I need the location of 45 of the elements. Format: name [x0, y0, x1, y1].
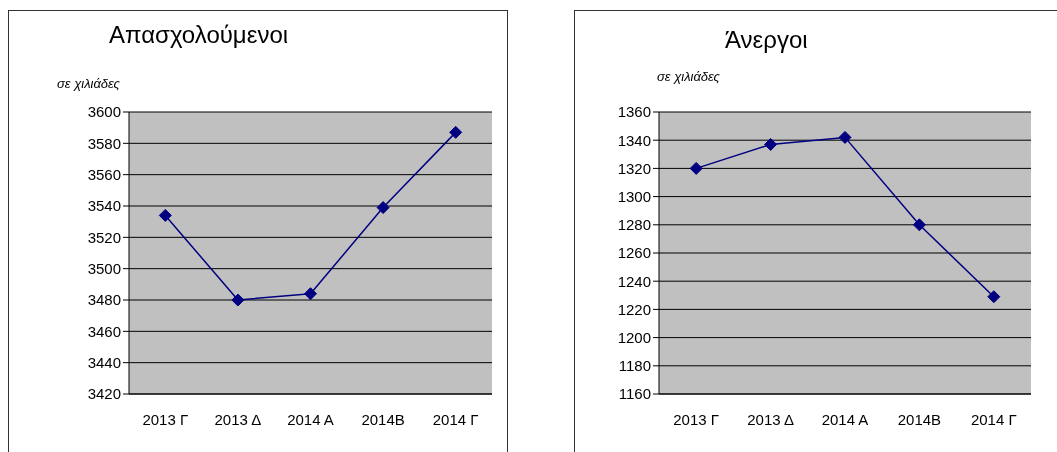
x-tick-label: 2013 Δ	[214, 410, 262, 428]
y-tick-label: 3480	[87, 291, 121, 309]
y-tick-label: 3420	[87, 385, 121, 403]
x-tick-label: 2013 Δ	[747, 410, 794, 428]
x-tick-label: 2014 Α	[287, 410, 334, 428]
y-tick-label: 3560	[87, 165, 121, 183]
y-tick-label: 1280	[617, 216, 651, 234]
y-axis-title: σε χιλιάδες	[57, 76, 120, 91]
x-tick-label: 2014 Γ	[432, 410, 479, 428]
y-tick-label: 1200	[617, 328, 651, 346]
y-axis-title: σε χιλιάδες	[657, 69, 720, 84]
y-tick-label: 3540	[87, 197, 121, 215]
point	[764, 137, 778, 151]
point	[158, 208, 172, 222]
point	[689, 161, 703, 175]
y-tick-label: 1160	[618, 385, 651, 403]
x-tick-label: 2014Β	[361, 410, 405, 428]
y-tick-label: 1180	[618, 357, 651, 375]
y-tick-label: 1360	[617, 103, 651, 121]
y-tick-label: 3460	[87, 322, 121, 340]
chart-title: Άνεργοι	[725, 26, 808, 54]
point	[231, 293, 245, 307]
y-tick-label: 3440	[87, 353, 121, 371]
y-tick-label: 3600	[87, 103, 121, 121]
point	[838, 130, 852, 144]
x-tick-label: 2013 Γ	[142, 410, 189, 428]
chart-title: Απασχολούμενοι	[109, 21, 289, 49]
point	[304, 287, 317, 301]
y-tick-label: 3520	[87, 228, 121, 246]
y-tick-label: 3500	[87, 259, 121, 277]
y-tick-label: 1240	[617, 272, 651, 290]
point	[376, 201, 390, 215]
x-tick-label: 2013 Γ	[673, 410, 720, 428]
y-tick-label: 1220	[617, 300, 651, 318]
x-tick-label: 2014 Γ	[970, 410, 1017, 428]
y-tick-label: 1340	[617, 131, 651, 149]
y-tick-label: 1300	[617, 187, 651, 205]
x-tick-label: 2014Β	[897, 410, 942, 428]
y-tick-label: 1320	[617, 159, 651, 177]
point	[449, 125, 463, 139]
y-tick-label: 1260	[617, 244, 651, 262]
y-tick-label: 3580	[87, 134, 121, 152]
point	[987, 290, 1001, 304]
x-tick-label: 2014 Α	[821, 410, 869, 428]
point	[912, 218, 926, 232]
